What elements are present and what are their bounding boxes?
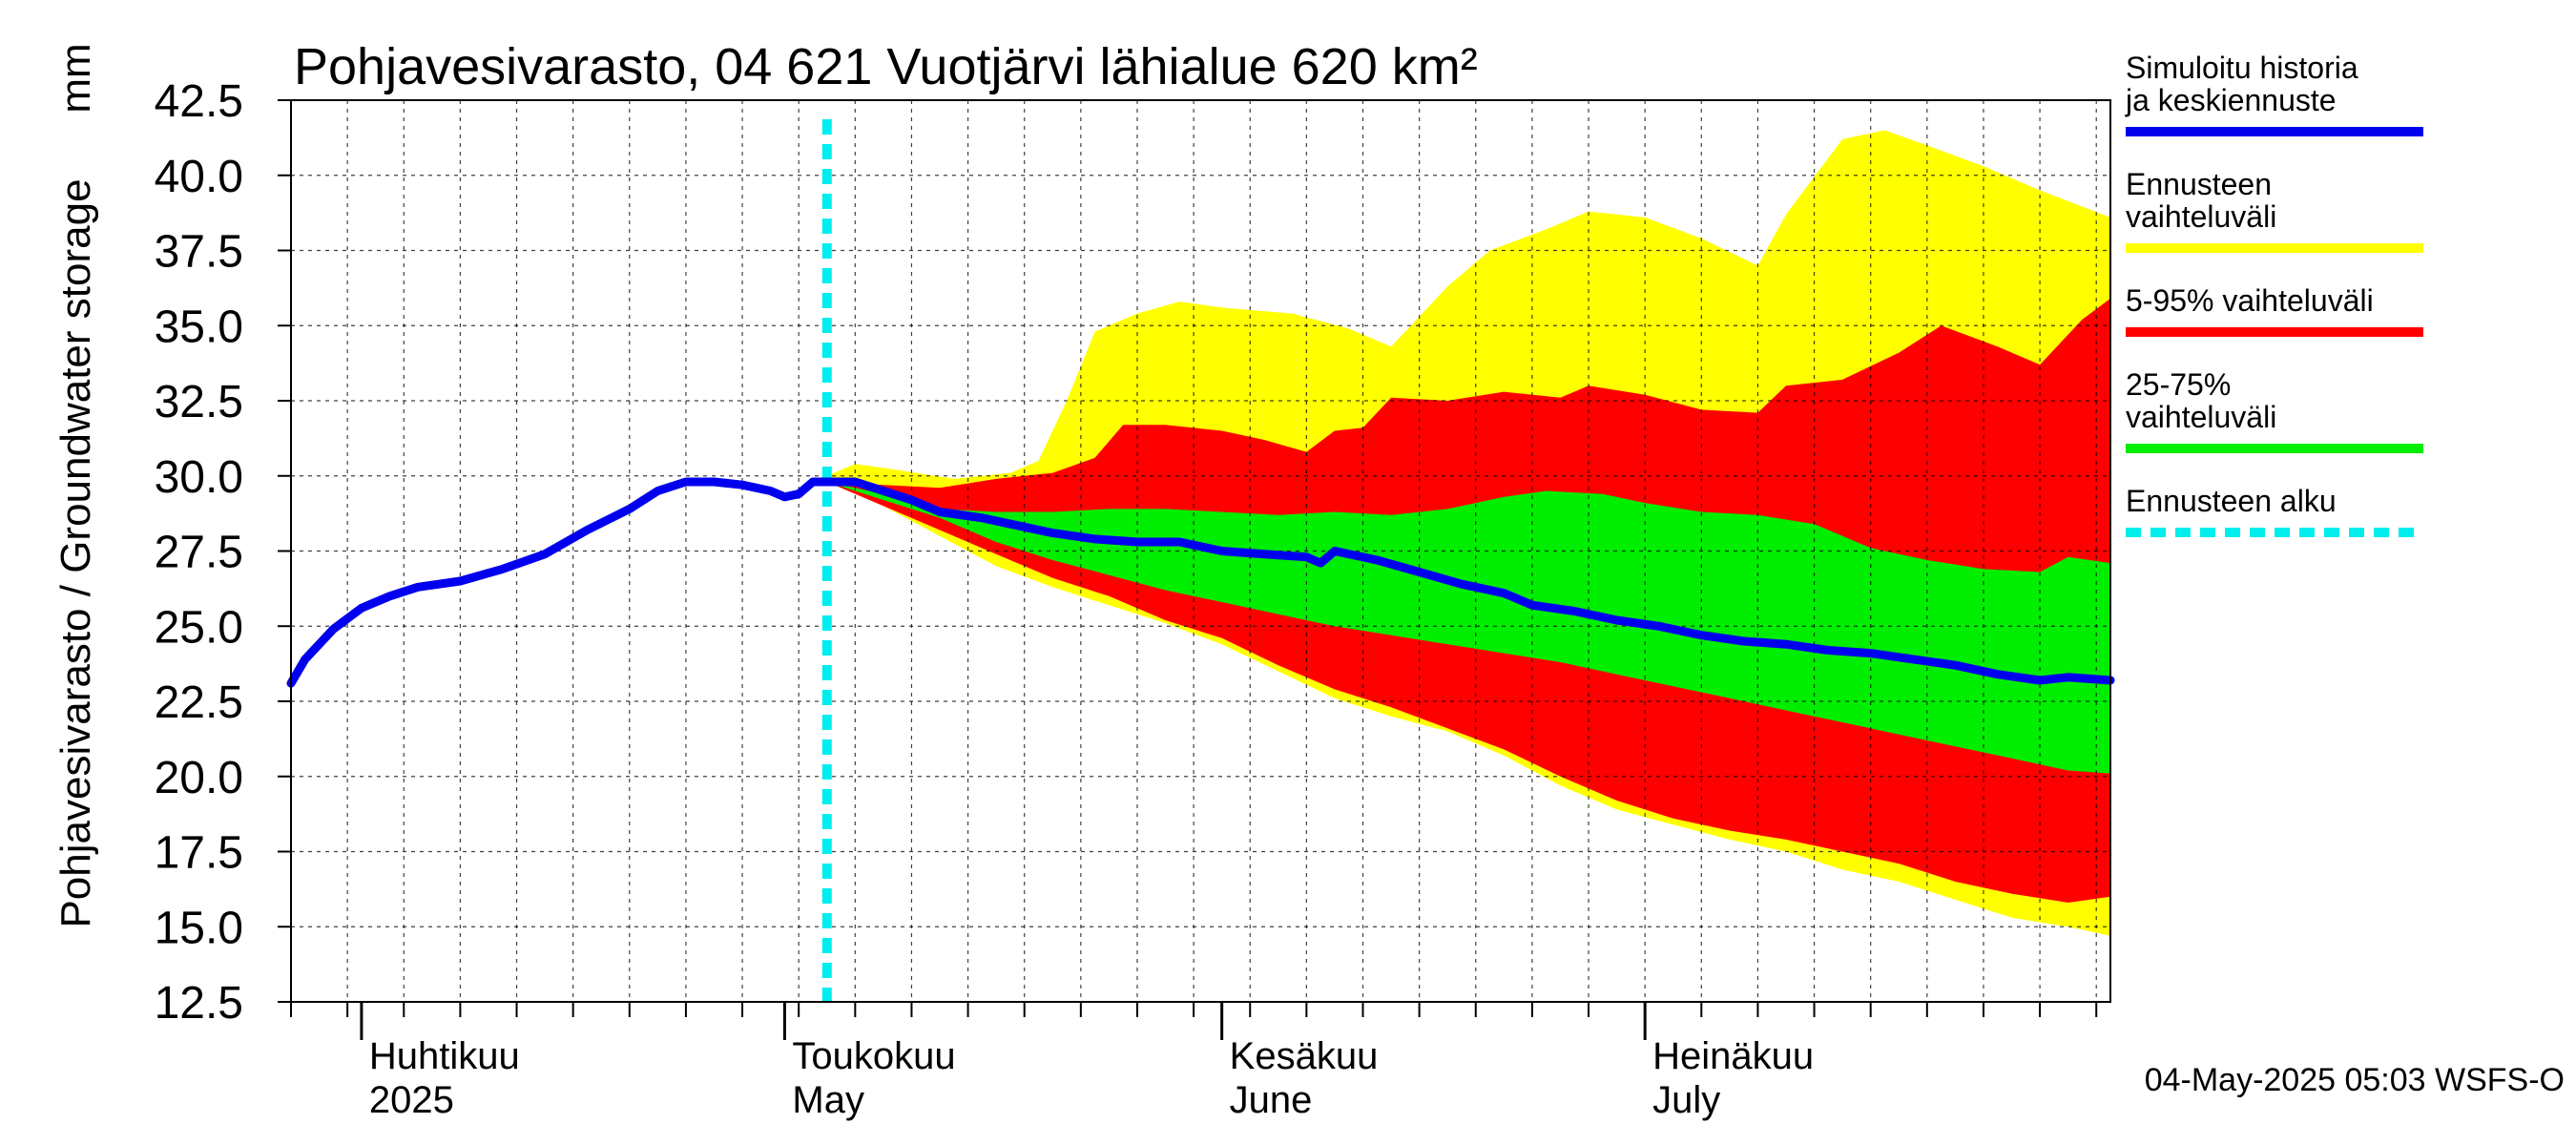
y-tick-label: 22.5 (155, 677, 243, 728)
y-tick-label: 12.5 (155, 978, 243, 1029)
footer-timestamp: 04-May-2025 05:03 WSFS-O (2145, 1062, 2565, 1098)
x-month-label: Heinäkuu (1652, 1035, 1814, 1077)
x-month-sublabel: May (792, 1079, 864, 1121)
y-tick-label: 35.0 (155, 302, 243, 352)
legend-label: Ennusteen alku (2126, 484, 2337, 518)
legend-label: Simuloitu historia (2126, 51, 2358, 85)
legend-label: Ennusteen (2126, 167, 2272, 201)
y-tick-label: 15.0 (155, 903, 243, 953)
x-month-sublabel: July (1652, 1079, 1720, 1121)
legend-label: vaihteluväli (2126, 199, 2276, 234)
y-tick-label: 32.5 (155, 377, 243, 427)
y-axis-label: Pohjavesivarasto / Groundwater storage (52, 178, 99, 927)
y-tick-label: 30.0 (155, 452, 243, 503)
x-month-sublabel: June (1230, 1079, 1313, 1121)
median-series-line (286, 477, 2115, 688)
band-2 (826, 482, 2110, 774)
forecast-bands (826, 130, 2110, 936)
series-lines (286, 119, 2115, 1002)
y-tick-label: 42.5 (155, 76, 243, 127)
y-tick-label: 17.5 (155, 828, 243, 879)
x-month-label: Toukokuu (792, 1035, 955, 1077)
x-month-label: Huhtikuu (369, 1035, 520, 1077)
y-tick-label: 40.0 (155, 152, 243, 202)
y-tick-label: 20.0 (155, 753, 243, 803)
y-tick-label: 25.0 (155, 602, 243, 653)
chart-title: Pohjavesivarasto, 04 621 Vuotjärvi lähia… (294, 38, 1478, 95)
legend-label: 5-95% vaihteluväli (2126, 283, 2374, 318)
x-month-label: Kesäkuu (1230, 1035, 1379, 1077)
y-axis-unit: mm (52, 43, 99, 113)
y-tick-label: 27.5 (155, 528, 243, 578)
legend-label: vaihteluväli (2126, 400, 2276, 434)
legend-label: 25-75% (2126, 367, 2231, 402)
y-axis-ticks: 12.5 15.0 17.5 20.0 22.5 25.0 27.5 30.0 32.5 35.0… (155, 76, 291, 1029)
y-tick-label: 37.5 (155, 227, 243, 278)
legend-label: ja keskiennuste (2125, 83, 2337, 117)
x-month-sublabel: 2025 (369, 1079, 454, 1121)
